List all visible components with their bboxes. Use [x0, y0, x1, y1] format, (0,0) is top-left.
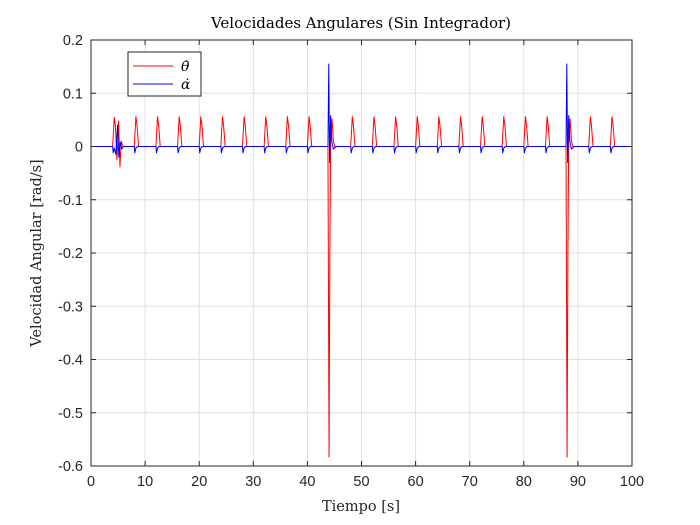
legend-box	[127, 51, 202, 97]
y-tick-label: 0.1	[63, 86, 83, 102]
x-tick-label: 90	[570, 474, 586, 490]
y-tick-label: -0.1	[58, 193, 83, 209]
x-tick-label: 40	[299, 474, 315, 490]
grid-layer	[90, 39, 633, 467]
legend-label-theta: θ̇	[181, 59, 190, 75]
y-tick-label: 0.2	[63, 33, 83, 49]
x-tick-label: 100	[620, 474, 644, 490]
x-tick-label: 60	[408, 474, 424, 490]
x-tick-label: 70	[462, 474, 478, 490]
legend-label-alpha: α̇	[181, 77, 191, 93]
y-axis-label: Velocidad Angular [rad/s]	[29, 159, 45, 347]
x-tick-label: 30	[245, 474, 261, 490]
y-tick-label: -0.4	[58, 353, 83, 369]
tick-layer: 0 10 20 30 40 50 60 70 80 90 100 -0.6 -0.5 -0.4 -0.3 -0…	[58, 33, 644, 490]
chart-title: Velocidades Angulares (Sin Integrador)	[210, 14, 511, 32]
x-axis-label: Tiempo [s]	[322, 499, 400, 515]
series-line-alpha-dot	[91, 63, 632, 163]
series-line-theta-dot	[91, 116, 632, 458]
x-tick-label: 0	[87, 474, 95, 490]
series-layer	[91, 63, 632, 458]
x-tick-label: 80	[516, 474, 532, 490]
y-tick-label: -0.5	[58, 406, 83, 422]
legend: θ̇ α̇	[127, 51, 202, 97]
x-tick-label: 10	[137, 474, 153, 490]
x-tick-label: 20	[191, 474, 207, 490]
y-tick-label: -0.6	[58, 459, 83, 475]
x-tick-label: 50	[353, 474, 369, 490]
y-tick-label: -0.2	[58, 246, 83, 262]
y-tick-label: 0	[75, 140, 83, 156]
y-tick-label: -0.3	[58, 299, 83, 315]
